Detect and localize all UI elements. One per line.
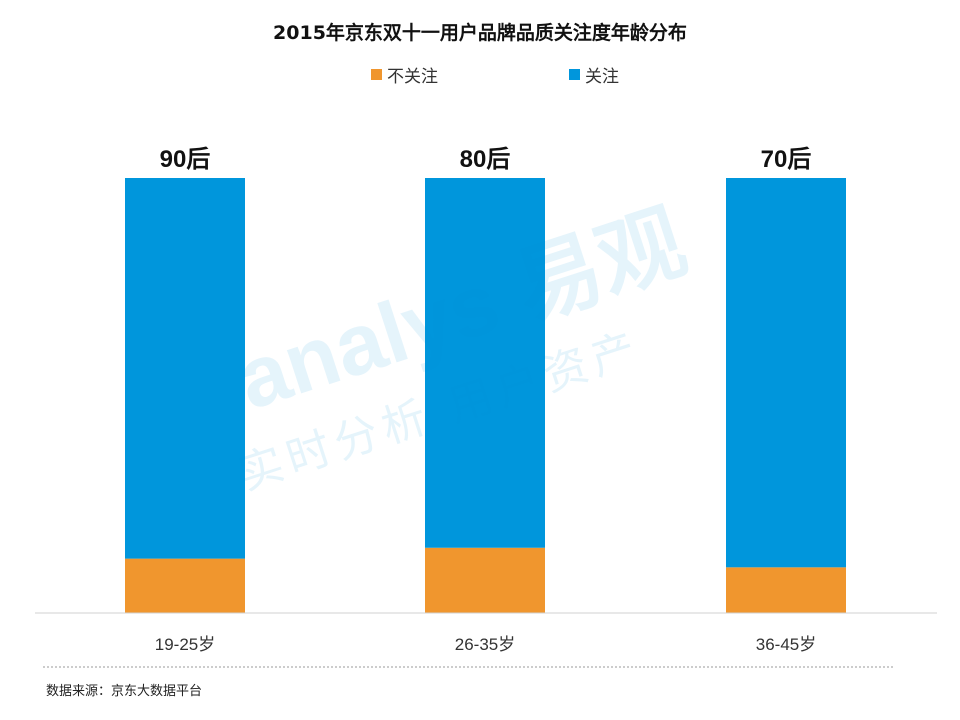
bar-concerned-1[interactable] bbox=[425, 178, 545, 548]
source-note: 数据来源：京东大数据平台 bbox=[46, 684, 203, 699]
label-group: 90后 19-25岁 80后 26-35岁 70后 36-45岁 bbox=[155, 146, 816, 654]
legend-swatch-not-concerned bbox=[371, 68, 382, 80]
group-label-1: 80后 bbox=[460, 146, 511, 173]
bar-concerned-0[interactable] bbox=[125, 178, 245, 559]
bar-not-concerned-0[interactable] bbox=[125, 558, 245, 613]
x-tick-label-2: 36-45岁 bbox=[756, 635, 816, 654]
legend-label-not-concerned: 不关注 bbox=[387, 66, 438, 87]
bar-not-concerned-2[interactable] bbox=[726, 567, 846, 613]
x-tick-label-0: 19-25岁 bbox=[155, 635, 215, 654]
legend-item-not-concerned[interactable]: 不关注 bbox=[371, 63, 438, 87]
legend-swatch-concerned bbox=[569, 68, 580, 80]
bar-not-concerned-1[interactable] bbox=[425, 547, 545, 613]
legend-label-concerned: 关注 bbox=[585, 66, 619, 87]
group-label-0: 90后 bbox=[160, 146, 211, 173]
bar-concerned-2[interactable] bbox=[726, 178, 846, 568]
x-tick-label-1: 26-35岁 bbox=[455, 635, 515, 654]
group-label-2: 70后 bbox=[761, 146, 812, 173]
legend-item-concerned[interactable]: 关注 bbox=[569, 63, 619, 87]
bar-series-group bbox=[125, 178, 846, 613]
chart-title: 2015年京东双十一用户品牌品质关注度年龄分布 bbox=[273, 22, 687, 44]
